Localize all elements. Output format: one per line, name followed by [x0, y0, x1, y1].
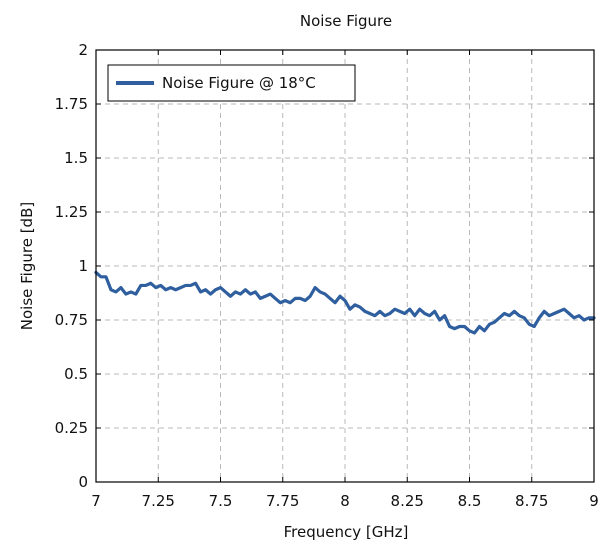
y-tick-label: 0 — [78, 473, 88, 491]
x-tick-label: 8.25 — [391, 492, 424, 510]
y-axis-ticks: 0 0.25 0.5 0.75 1 1.25 1.5 1.75 2 — [55, 41, 594, 491]
x-tick-label: 8 — [340, 492, 350, 510]
x-tick-label: 9 — [589, 492, 599, 510]
legend: Noise Figure @ 18°C — [107, 64, 356, 102]
y-tick-label: 0.25 — [55, 419, 88, 437]
x-tick-label: 8.75 — [515, 492, 548, 510]
y-tick-label: 1.25 — [55, 203, 88, 221]
series-layer — [94, 270, 596, 335]
series-line — [94, 270, 596, 335]
grid-lines — [96, 50, 594, 482]
x-axis-ticks: 7 7.25 7.5 7.75 8 8.25 8.5 8.75 9 — [91, 50, 599, 510]
x-tick-label: 7.75 — [266, 492, 299, 510]
x-tick-label: 7.5 — [209, 492, 233, 510]
x-axis-label: Frequency [GHz] — [284, 523, 409, 541]
x-tick-label: 8.5 — [458, 492, 482, 510]
y-tick-label: 2 — [78, 41, 88, 59]
y-tick-label: 1.75 — [55, 95, 88, 113]
x-tick-label: 7 — [91, 492, 101, 510]
chart-title: Noise Figure — [300, 12, 392, 30]
y-tick-label: 1 — [78, 257, 88, 275]
legend-label: Noise Figure @ 18°C — [162, 74, 316, 92]
y-tick-label: 1.5 — [64, 149, 88, 167]
plot-frame — [95, 49, 595, 483]
x-tick-label: 7.25 — [142, 492, 175, 510]
y-tick-label: 0.75 — [55, 311, 88, 329]
y-tick-label: 0.5 — [64, 365, 88, 383]
y-axis-label: Noise Figure [dB] — [18, 202, 36, 330]
